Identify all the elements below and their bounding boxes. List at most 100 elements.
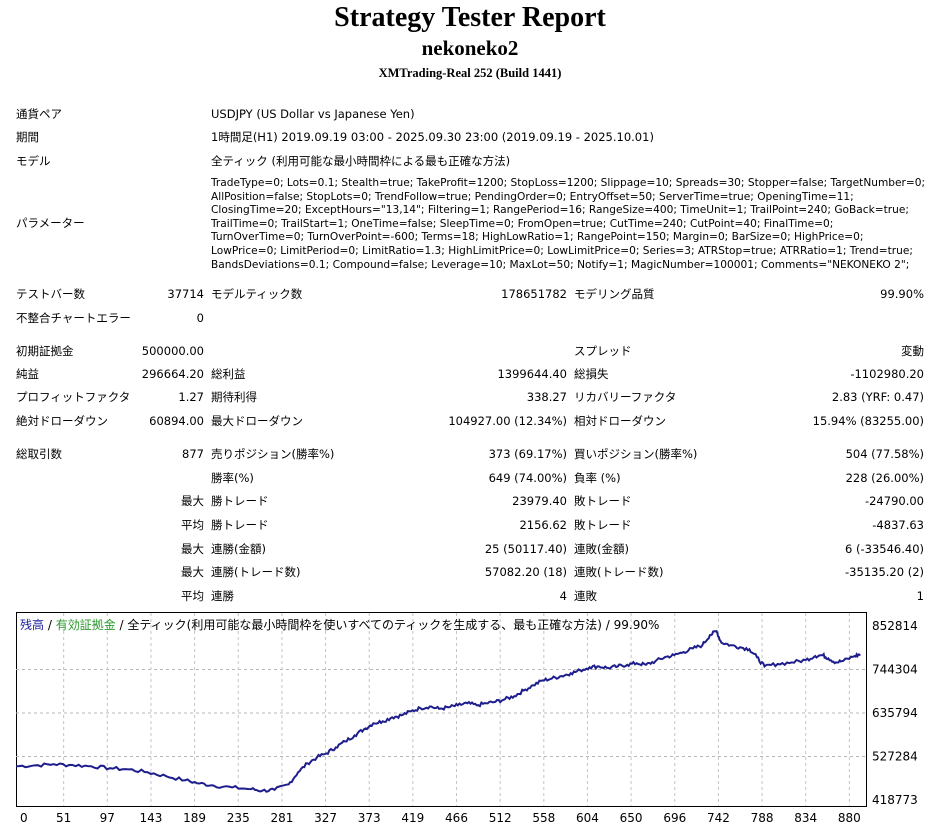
- legend-sep: /: [44, 618, 56, 632]
- long-label: 買いポジション(勝率%): [574, 447, 698, 461]
- period-value: 1時間足(H1) 2019.09.19 03:00 - 2025.09.30 2…: [211, 130, 654, 144]
- net-value: 296664.20: [141, 367, 204, 381]
- mismatch-label: 不整合チャートエラー: [16, 311, 131, 325]
- win-rate-label: 勝率(%): [211, 471, 254, 485]
- x-tick-label: 604: [576, 811, 599, 825]
- avg-label: 平均: [181, 518, 204, 532]
- x-axis-labels: 0 51 97 143 189 235 281 327 373 419 466 512 558 604 65…: [20, 811, 861, 825]
- avg-consec-loss-value: 1: [916, 589, 924, 603]
- loss-rate-value: 228 (26.00%): [845, 471, 924, 485]
- gross-profit-label: 総利益: [211, 367, 246, 381]
- y-tick-label: 635794: [872, 706, 918, 720]
- avg-loss-value: -4837.63: [872, 518, 924, 532]
- pair-label: 通貨ペア: [16, 107, 62, 121]
- rel-dd-value: 15.94% (83255.00): [812, 414, 924, 428]
- mismatch-value: 0: [196, 311, 204, 325]
- consec-win-cnt-label: 連勝(トレード数): [211, 565, 301, 579]
- x-tick-label: 742: [707, 811, 730, 825]
- consec-win-amt-value: 25 (50117.40): [484, 542, 567, 556]
- x-tick-label: 189: [183, 811, 206, 825]
- bars-label: テストバー数: [16, 287, 85, 301]
- max-label: 最大: [181, 494, 204, 508]
- period-label: 期間: [16, 130, 39, 144]
- lose-trade-label: 敗トレード: [574, 494, 632, 508]
- consec-win-amt-label: 連勝(金額): [211, 542, 266, 556]
- avg-win-trade-label: 勝トレード: [211, 518, 269, 532]
- pair-value: USDJPY (US Dollar vs Japanese Yen): [211, 107, 415, 121]
- consec-loss-amt-value: 6 (-33546.40): [845, 542, 924, 556]
- spread-label: スプレッド: [574, 344, 632, 358]
- total-trades-label: 総取引数: [16, 447, 62, 461]
- win-trade-label: 勝トレード: [211, 494, 269, 508]
- x-tick-label: 327: [314, 811, 337, 825]
- avg-consec-win-label: 連勝: [211, 589, 234, 603]
- spread-value: 変動: [901, 344, 924, 358]
- deposit-value: 500000.00: [141, 344, 204, 358]
- expected-label: 期待利得: [211, 390, 257, 404]
- x-tick-label: 696: [663, 811, 686, 825]
- x-tick-label: 834: [794, 811, 817, 825]
- gross-loss-label: 総損失: [574, 367, 609, 381]
- max-label-2: 最大: [181, 542, 204, 556]
- max-label-3: 最大: [181, 565, 204, 579]
- pf-label: プロフィットファクタ: [16, 390, 131, 404]
- y-axis-labels: 852814 744304 635794 527284 418773: [872, 619, 918, 807]
- x-tick-label: 235: [227, 811, 250, 825]
- loss-rate-label: 負率 (%): [574, 471, 621, 485]
- report-title: Strategy Tester Report: [334, 2, 606, 33]
- expected-value: 338.27: [526, 390, 567, 404]
- abs-dd-value: 60894.00: [149, 414, 204, 428]
- gross-loss-value: -1102980.20: [850, 367, 924, 381]
- avg-consec-win-value: 4: [559, 589, 567, 603]
- legend-balance: 残高: [20, 617, 44, 632]
- x-tick-label: 97: [100, 811, 115, 825]
- short-value: 373 (69.17%): [488, 447, 567, 461]
- win-rate-value: 649 (74.00%): [488, 471, 567, 485]
- model-value: 全ティック (利用可能な最小時間枠による最も正確な方法): [211, 154, 511, 168]
- recovery-value: 2.83 (YRF: 0.47): [831, 390, 924, 404]
- long-value: 504 (77.58%): [845, 447, 924, 461]
- quality-label: モデリング品質: [574, 287, 655, 301]
- balance-line: [16, 629, 861, 793]
- max-win-value: 23979.40: [512, 494, 567, 508]
- expert-name: nekoneko2: [421, 36, 519, 60]
- consec-win-cnt-value: 57082.20 (18): [484, 565, 567, 579]
- recovery-label: リカバリーファクタ: [574, 390, 677, 404]
- balance-chart: 残高 / 有効証拠金 / 全ティック(利用可能な最小時間枠を使いすべてのティック…: [16, 612, 918, 825]
- avg-label-2: 平均: [181, 589, 204, 603]
- max-loss-value: -24790.00: [864, 494, 924, 508]
- avg-win-value: 2156.62: [519, 518, 567, 532]
- x-tick-label: 143: [140, 811, 163, 825]
- legend-rest: / 全ティック(利用可能な最小時間枠を使いすべてのティックを生成する、最も正確な…: [116, 617, 660, 632]
- x-tick-label: 558: [532, 811, 555, 825]
- avg-consec-loss-label: 連敗: [574, 589, 597, 603]
- net-label: 純益: [16, 367, 39, 381]
- x-tick-label: 51: [56, 811, 71, 825]
- x-tick-label: 373: [358, 811, 381, 825]
- ticks-value: 178651782: [501, 287, 567, 301]
- short-label: 売りポジション(勝率%): [211, 447, 335, 461]
- y-tick-label: 527284: [872, 750, 918, 764]
- x-tick-label: 788: [751, 811, 774, 825]
- y-tick-label: 852814: [872, 619, 918, 633]
- y-tick-label: 744304: [872, 663, 918, 677]
- ticks-label: モデルティック数: [211, 287, 303, 301]
- max-dd-label: 最大ドローダウン: [211, 414, 303, 428]
- deposit-label: 初期証拠金: [16, 344, 74, 358]
- pf-value: 1.27: [178, 390, 204, 404]
- abs-dd-label: 絶対ドローダウン: [16, 414, 108, 428]
- chart-legend: 残高 / 有効証拠金 / 全ティック(利用可能な最小時間枠を使いすべてのティック…: [20, 617, 659, 632]
- consec-loss-cnt-label: 連敗(トレード数): [574, 565, 664, 579]
- params-value: TradeType=0; Lots=0.1; Stealth=true; Tak…: [211, 177, 926, 271]
- y-tick-label: 418773: [872, 793, 918, 807]
- x-tick-label: 281: [270, 811, 293, 825]
- consec-loss-cnt-value: -35135.20 (2): [845, 565, 924, 579]
- params-label: パラメーター: [16, 216, 85, 230]
- legend-equity: 有効証拠金: [56, 617, 116, 632]
- x-tick-label: 880: [838, 811, 861, 825]
- x-tick-label: 466: [445, 811, 468, 825]
- x-tick-label: 0: [20, 811, 28, 825]
- avg-lose-trade-label: 敗トレード: [574, 518, 632, 532]
- x-tick-label: 650: [620, 811, 643, 825]
- bars-value: 37714: [167, 287, 204, 301]
